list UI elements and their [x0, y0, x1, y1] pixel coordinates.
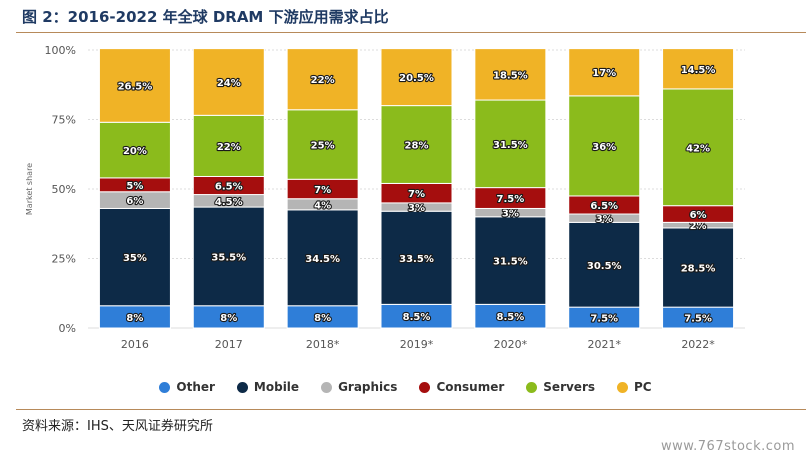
x-tick-label: 2022* [681, 338, 715, 351]
data-label: 4.5% [215, 197, 243, 208]
legend-swatch [617, 381, 629, 393]
bar-segment-servers [662, 88, 735, 207]
bar-segment-pc [98, 48, 171, 123]
bar-segment-servers [568, 95, 641, 197]
data-label: 34.5% [305, 254, 340, 265]
source-note: 资料来源：IHS、天风证券研究所 [22, 419, 213, 434]
data-label: 3% [596, 214, 613, 225]
data-label: 3% [408, 203, 425, 214]
bar-segment-servers [286, 109, 359, 180]
data-label: 8% [220, 313, 237, 324]
y-axis-label: Market share [25, 163, 34, 215]
legend-swatch [159, 381, 171, 393]
legend-label: PC [634, 380, 652, 394]
data-label: 7% [408, 189, 425, 200]
data-label: 31.5% [493, 257, 528, 268]
legend-item-mobile: Mobile [236, 380, 300, 394]
x-tick-label: 2018* [306, 338, 340, 351]
data-label: 20.5% [399, 73, 434, 84]
data-label: 6.5% [590, 201, 618, 212]
bar-segment-pc [286, 48, 359, 111]
legend-item-consumer: Consumer [419, 380, 504, 394]
data-label: 31.5% [493, 140, 528, 151]
data-label: 3% [502, 209, 519, 220]
legend-label: Consumer [436, 380, 505, 394]
data-label: 7.5% [496, 194, 524, 205]
x-tick-label: 2020* [494, 338, 528, 351]
data-label: 7.5% [590, 314, 618, 325]
chart-legend: Other Mobile Graphics Consumer Servers PC [0, 380, 811, 394]
data-label: 17% [592, 68, 616, 79]
stacked-bar-chart: 0% 25% 50% 75% 100% Market share 8% 35% 6% 5% 20% 2… [25, 44, 745, 351]
legend-swatch [419, 381, 431, 393]
x-tick-label: 2021* [587, 338, 621, 351]
bar-segment-mobile [192, 206, 265, 307]
data-label: 20% [123, 146, 147, 157]
data-label: 2% [690, 221, 707, 232]
y-tick-label: 50% [52, 183, 76, 196]
legend-item-pc: PC [617, 380, 652, 394]
bar-segment-pc [380, 48, 453, 107]
source-divider [16, 409, 806, 410]
data-label: 35.5% [211, 252, 246, 263]
data-label: 6.5% [215, 182, 243, 193]
legend-item-graphics: Graphics [321, 380, 397, 394]
y-tick-label: 75% [52, 114, 76, 127]
figure-title: 图 2：2016-2022 年全球 DRAM 下游应用需求占比 [22, 8, 389, 26]
data-label: 30.5% [587, 261, 622, 272]
data-label: 8.5% [403, 312, 431, 323]
data-label: 8% [314, 313, 331, 324]
data-label: 28% [405, 141, 429, 152]
bar-segment-mobile [286, 209, 359, 307]
legend-label: Graphics [338, 380, 398, 394]
watermark: www.767stock.com [660, 439, 795, 454]
data-label: 8% [126, 313, 143, 324]
data-label: 26.5% [118, 81, 153, 92]
y-tick-label: 0% [59, 322, 76, 335]
bar-segment-pc [568, 48, 641, 97]
bar-segment-mobile [474, 216, 547, 305]
data-label: 7.5% [684, 314, 712, 325]
bar-segment-pc [192, 48, 265, 116]
legend-label: Other [176, 380, 215, 394]
legend-swatch [526, 381, 538, 393]
bar-segment-servers [380, 105, 453, 184]
data-label: 5% [126, 181, 143, 192]
legend-swatch [321, 381, 333, 393]
bar-segment-mobile [568, 221, 641, 308]
data-label: 6% [690, 210, 707, 221]
data-label: 6% [126, 196, 143, 207]
y-tick-label: 25% [52, 253, 76, 266]
data-label: 7% [314, 185, 331, 196]
legend-item-servers: Servers [526, 380, 595, 394]
data-label: 24% [217, 78, 241, 89]
data-label: 22% [217, 142, 241, 153]
data-label: 35% [123, 253, 147, 264]
data-label: 22% [311, 75, 335, 86]
data-label: 4% [314, 200, 331, 211]
data-label: 8.5% [496, 312, 524, 323]
x-tick-label: 2016 [121, 338, 149, 351]
data-label: 28.5% [681, 264, 716, 275]
data-label: 33.5% [399, 254, 434, 265]
y-tick-label: 100% [45, 44, 76, 57]
data-label: 14.5% [681, 65, 716, 76]
bar-segment-pc [662, 48, 735, 90]
data-label: 18.5% [493, 70, 528, 81]
title-divider [16, 32, 806, 33]
bar-segment-servers [474, 99, 547, 189]
bar-segment-mobile [662, 227, 735, 308]
bar-segment-pc [474, 48, 547, 101]
x-tick-label: 2019* [400, 338, 434, 351]
data-label: 25% [311, 141, 335, 152]
legend-swatch [236, 381, 248, 393]
data-label: 36% [592, 142, 616, 153]
bar-segment-mobile [380, 210, 453, 305]
legend-label: Servers [543, 380, 596, 394]
data-label: 42% [686, 143, 710, 154]
legend-label: Mobile [253, 380, 300, 394]
legend-item-other: Other [159, 380, 215, 394]
x-tick-label: 2017 [215, 338, 243, 351]
